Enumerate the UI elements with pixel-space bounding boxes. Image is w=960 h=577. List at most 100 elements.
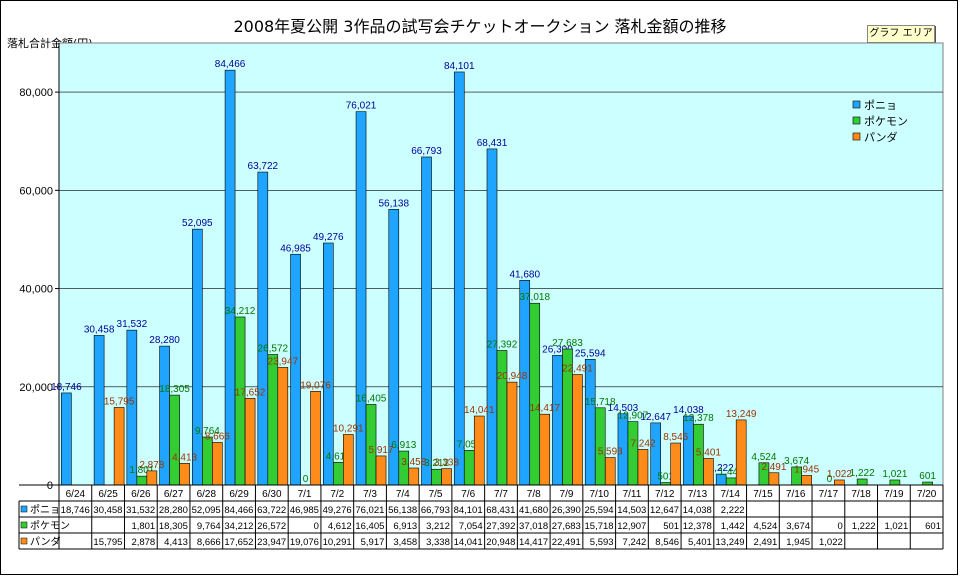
table-cell: 18,746 [61,505,90,516]
x-tick-label: 7/13 [688,489,708,500]
table-cell: 12,378 [683,521,712,532]
x-tick-label: 7/6 [461,489,475,500]
table-cell: 26,390 [552,505,581,516]
bar-2 [310,391,321,486]
table-cell: 8,546 [655,537,679,548]
data-label: 6,913 [391,440,416,451]
data-label: 56,138 [378,198,409,209]
data-label: 25,594 [575,348,606,359]
table-cell: 18,305 [159,521,188,532]
table-cell: 12,647 [650,505,679,516]
bar-1 [234,316,246,486]
x-tick-label: 7/18 [851,489,871,500]
table-cell: 2,222 [721,505,745,516]
data-label: 5,593 [598,447,623,458]
data-label: 2,491 [761,462,786,473]
data-label: 18,305 [159,384,190,395]
table-cell: 14,041 [454,537,483,548]
table-series-name: ポニョ [30,504,60,516]
data-label: 27,683 [552,338,583,349]
table-cell: 84,466 [224,505,253,516]
y-tick-label: 20,000 [19,382,53,394]
legend-swatch [852,100,861,109]
x-tick-label: 7/4 [396,489,410,500]
data-label: 26,390 [542,344,573,355]
bar-1 [332,462,344,486]
bar-0 [322,242,334,486]
data-label: 3,458 [401,457,426,468]
table-cell: 13,249 [715,537,744,548]
table-cell: 0 [837,521,842,532]
data-label: 1,801 [129,465,154,476]
data-label: 4,413 [172,452,197,463]
table-cell: 14,417 [519,537,548,548]
bar-2 [572,374,583,486]
data-label: 15,795 [104,396,135,407]
x-tick-label: 7/14 [720,489,740,500]
table-cell: 501 [663,521,679,532]
data-label: 28,280 [149,335,180,346]
data-label: 1,021 [882,469,907,480]
legend-label: ポニョ [864,99,897,112]
bar-2 [539,413,551,486]
data-label: 0 [303,474,309,485]
bar-2 [473,415,485,486]
x-tick-label: 7/15 [753,489,773,500]
bar-0 [421,156,432,486]
data-label: 31,532 [117,319,148,330]
table-cell: 15,718 [585,521,614,532]
data-label: 601 [919,471,936,482]
bar-1 [725,477,737,486]
data-label: 84,101 [444,61,475,72]
bar-2 [441,468,452,486]
table-cell: 68,431 [486,505,515,516]
table-cell: 66,793 [421,505,450,516]
table-cell: 14,038 [683,505,712,516]
data-label: 66,793 [411,146,442,157]
data-label: 501 [657,472,674,483]
y-tick-label: 80,000 [19,87,53,99]
data-label: 2,222 [709,463,734,474]
x-tick-label: 7/12 [655,489,675,500]
x-tick-label: 6/27 [164,489,184,500]
bar-0 [126,329,138,486]
x-tick-label: 7/9 [560,489,574,500]
data-label: 14,038 [673,405,704,416]
data-label: 46,985 [280,243,311,254]
table-cell: 19,076 [290,537,319,548]
bar-2 [277,367,289,486]
data-label: 2,878 [139,460,164,471]
chart-title: 2008年夏公開 3作品の試写会チケットオークション 落札金額の推移 [233,17,727,36]
data-label: 12,647 [640,412,671,423]
table-series-name: パンダ [30,535,61,548]
legend-swatch [852,116,861,125]
bar-1 [169,394,180,486]
table-cell: 3,674 [786,521,810,532]
bar-2 [768,472,780,486]
bar-2 [146,470,158,486]
table-cell: 5,917 [361,537,385,548]
table-cell: 601 [925,521,941,532]
table-cell: 2,878 [131,537,155,548]
bar-0 [224,69,236,486]
table-cell: 4,612 [328,521,352,532]
data-label: 14,041 [464,405,495,416]
x-tick-label: 6/28 [197,489,217,500]
data-label: 37,018 [519,292,550,303]
table-cell: 27,392 [486,521,515,532]
legend-label: ポケモン [864,115,908,128]
bar-0 [683,415,694,486]
data-label: 41,680 [509,269,540,280]
bar-0 [257,171,269,486]
table-cell: 2,491 [754,537,778,548]
bar-1 [202,436,213,486]
bar-0 [192,228,203,486]
x-tick-label: 7/16 [786,489,806,500]
bar-2 [735,419,747,486]
data-label: 8,666 [205,431,230,442]
table-cell: 7,242 [623,537,647,548]
data-label: 20,948 [497,371,528,382]
bar-0 [61,392,72,486]
table-cell: 1,021 [884,521,908,532]
data-label: 3,674 [784,456,809,467]
